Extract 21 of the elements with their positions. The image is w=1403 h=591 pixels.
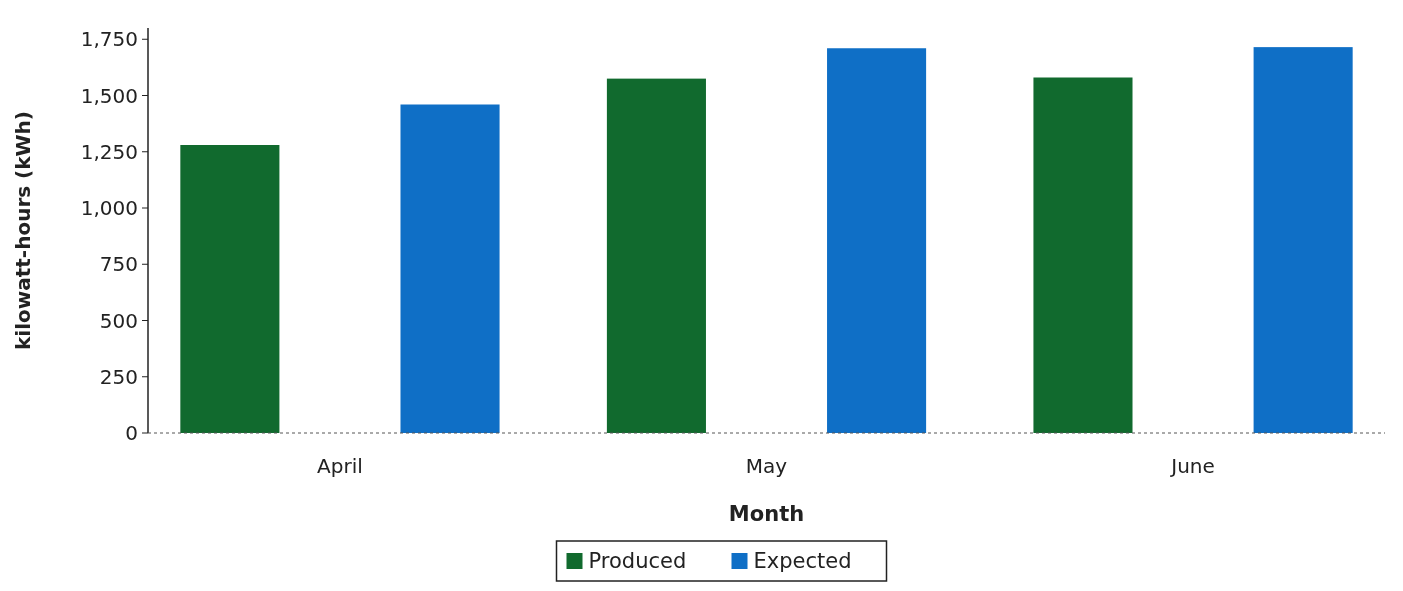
bar [180,145,280,433]
legend-label: Expected [753,549,852,574]
x-tick-label: May [745,454,788,478]
y-tick-label: 1,250 [80,139,138,164]
x-axis-title: Month [728,502,805,526]
bar [1253,47,1353,433]
y-tick-label: 1,000 [80,196,138,220]
bar [606,78,706,433]
x-tick-label: April [317,454,363,478]
y-tick-label: 1,750 [80,27,138,52]
legend-label: Produced [588,549,687,574]
y-tick-label: 500 [99,308,138,333]
bar [1033,77,1133,433]
bar [400,104,500,433]
y-axis-title: kilowatt-hours (kWh) [11,111,35,350]
x-tick-label: June [1169,454,1215,478]
y-tick-label: 250 [99,364,138,389]
bar [827,48,927,433]
y-tick-label: 1,500 [80,83,138,108]
y-tick-label: 0 [125,421,138,445]
y-tick-label: 750 [99,252,138,277]
